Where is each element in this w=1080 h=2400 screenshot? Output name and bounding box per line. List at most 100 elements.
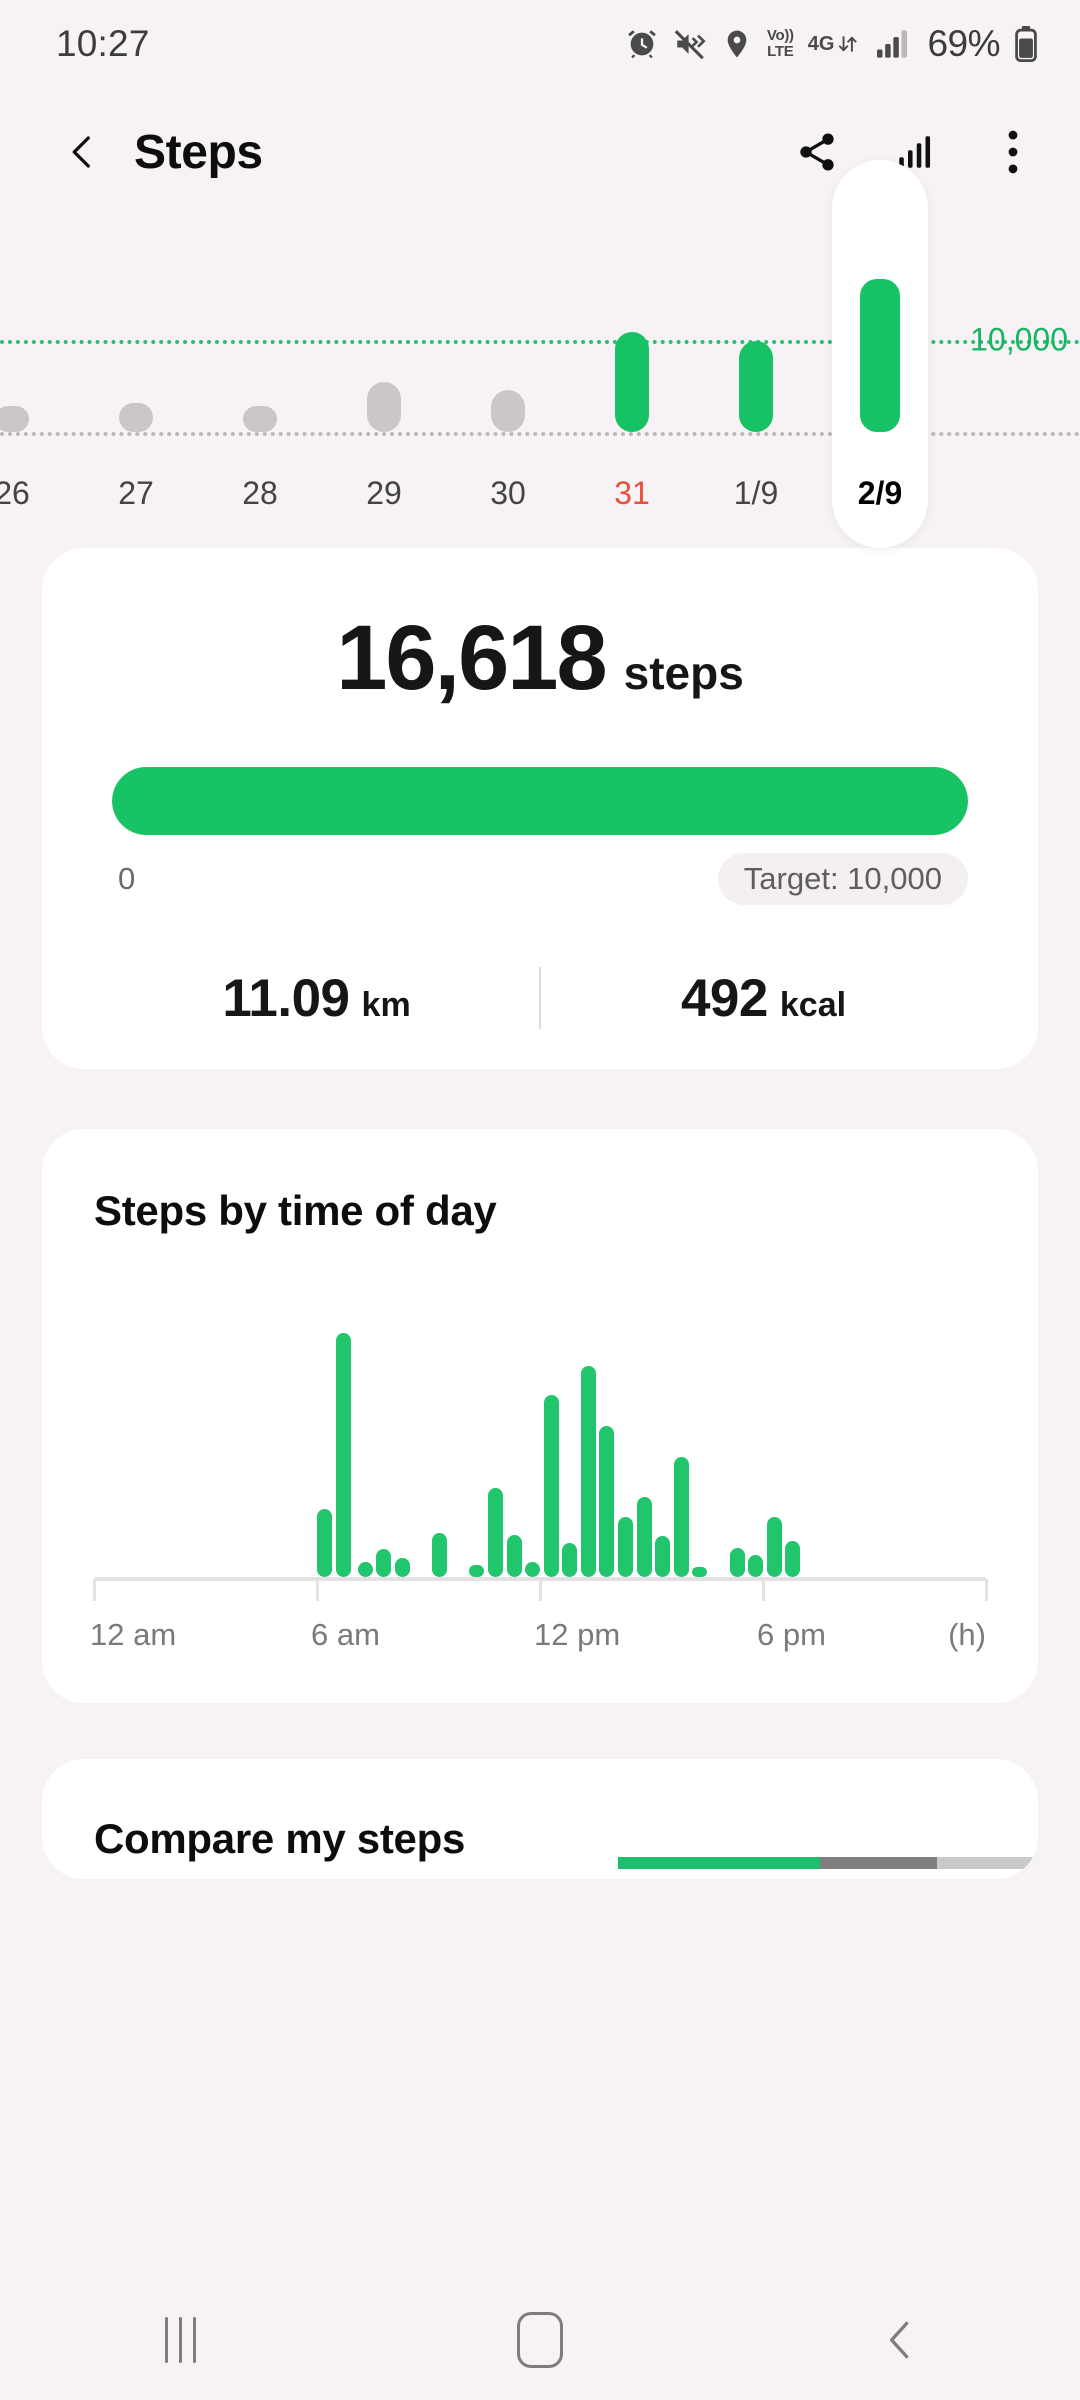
- time-of-day-bars: [94, 1303, 986, 1581]
- time-of-day-bar: [525, 1561, 541, 1577]
- app-bar: Steps: [0, 88, 1080, 216]
- week-bar-30[interactable]: 30: [462, 232, 554, 512]
- time-of-day-title: Steps by time of day: [94, 1187, 497, 1234]
- week-bar-31[interactable]: 31: [586, 232, 678, 512]
- time-of-day-bar: [543, 1395, 559, 1577]
- volte-top-label: Vo)): [766, 27, 794, 44]
- back-icon[interactable]: [840, 2280, 960, 2400]
- steps-headline: 16,618 steps: [94, 606, 986, 711]
- steps-progress: 0 Target: 10,000: [94, 767, 986, 905]
- time-of-day-bar: [748, 1555, 764, 1577]
- time-of-day-bar: [655, 1535, 671, 1577]
- week-bar-label: 27: [118, 475, 154, 511]
- back-chevron-icon[interactable]: [62, 131, 104, 173]
- week-bar-label: 26: [0, 475, 30, 511]
- week-bar-label: 28: [242, 475, 278, 511]
- metric-distance: 11.09 km: [94, 968, 539, 1029]
- week-bar-26[interactable]: 26: [0, 232, 58, 512]
- week-bar-fill: [739, 340, 773, 432]
- time-of-day-bar: [432, 1532, 448, 1577]
- week-bars: 26 27 28 29 30 31 1/9 2/9: [0, 160, 1080, 548]
- time-of-day-bar: [487, 1488, 503, 1577]
- status-bar: 10:27 Vo)) LTE 4G: [0, 0, 1080, 88]
- time-of-day-bar: [335, 1333, 351, 1577]
- vibrate-icon: [673, 27, 707, 61]
- network-label: 4G: [807, 32, 835, 55]
- time-of-day-bar: [636, 1496, 652, 1577]
- target-value-label: 10,000: [970, 321, 1068, 358]
- status-icon-group: Vo)) LTE 4G 69%: [625, 23, 1038, 65]
- week-bar-fill: [0, 406, 29, 432]
- week-bar-28[interactable]: 28: [214, 232, 306, 512]
- distance-unit: km: [361, 985, 411, 1024]
- week-bar-label: 29: [366, 475, 402, 511]
- compare-distribution-bar: [618, 1857, 1038, 1869]
- system-nav-bar: [0, 2280, 1080, 2400]
- progress-min-label: 0: [118, 861, 136, 896]
- time-of-day-tick: [985, 1579, 988, 1601]
- time-of-day-bar: [618, 1517, 634, 1577]
- week-bar-fill: [491, 389, 525, 432]
- week-bar-label: 31: [614, 475, 650, 511]
- status-time: 10:27: [56, 23, 150, 64]
- overflow-menu-icon[interactable]: [990, 129, 1036, 175]
- target-guideline: [0, 340, 1080, 344]
- metric-divider: [539, 967, 541, 1029]
- progress-track: [112, 767, 968, 835]
- steps-count: 16,618: [336, 607, 607, 709]
- location-icon: [721, 28, 753, 60]
- week-bar-fill: [243, 406, 277, 432]
- compare-bar-segment: [618, 1857, 820, 1869]
- alarm-icon: [625, 27, 659, 61]
- volte-bottom-label: LTE: [767, 43, 794, 60]
- time-of-day-axis-label: (h): [948, 1617, 986, 1652]
- week-bar-fill: [615, 331, 649, 432]
- time-of-day-axis-labels: 12 am 6 am 12 pm 6 pm (h): [90, 1617, 986, 1659]
- metrics-row: 11.09 km 492 kcal: [94, 967, 986, 1029]
- week-bar-chart[interactable]: 10,000 26 27 28 29 30 31 1/9 2/9: [0, 160, 1080, 548]
- time-of-day-tick: [93, 1579, 96, 1601]
- baseline-guideline: [0, 432, 1080, 436]
- compare-my-steps-card[interactable]: Compare my steps: [42, 1759, 1038, 1879]
- time-of-day-bar: [785, 1540, 801, 1577]
- time-of-day-bar: [562, 1542, 578, 1577]
- time-of-day-tick: [539, 1579, 542, 1601]
- time-of-day-axis-label: 12 am: [90, 1617, 177, 1652]
- time-of-day-axis-label: 6 am: [311, 1617, 380, 1652]
- time-of-day-axis-label: 12 pm: [534, 1617, 621, 1652]
- time-of-day-bar: [395, 1558, 411, 1577]
- time-of-day-bar: [580, 1366, 596, 1577]
- progress-meta: 0 Target: 10,000: [112, 853, 968, 905]
- steps-summary-card: 16,618 steps 0 Target: 10,000 11.09 km 4…: [42, 548, 1038, 1069]
- bar-chart-icon[interactable]: [892, 129, 938, 175]
- home-icon[interactable]: [480, 2280, 600, 2400]
- week-bar-29[interactable]: 29: [338, 232, 430, 512]
- app-bar-actions: [794, 129, 1036, 175]
- week-bar-1-9[interactable]: 1/9: [710, 232, 802, 512]
- share-icon[interactable]: [794, 129, 840, 175]
- steps-by-time-of-day-card: Steps by time of day 12 am 6 am 12 pm 6 pm (…: [42, 1129, 1038, 1703]
- time-of-day-chart: [93, 1303, 988, 1601]
- week-bar-fill: [367, 382, 401, 432]
- compare-bar-segment: [937, 1857, 1038, 1869]
- week-bar-label: 2/9: [857, 475, 903, 511]
- time-of-day-tick: [316, 1579, 319, 1601]
- time-of-day-bar: [673, 1457, 689, 1577]
- time-of-day-bar: [766, 1517, 782, 1577]
- week-bar-fill: [119, 403, 153, 432]
- network-4g-icon: 4G: [808, 29, 862, 59]
- time-of-day-bar: [729, 1548, 745, 1577]
- recents-icon[interactable]: [120, 2280, 240, 2400]
- steps-unit-label: steps: [623, 647, 744, 699]
- compare-bar-segment: [819, 1857, 938, 1869]
- week-bar-27[interactable]: 27: [90, 232, 182, 512]
- volte-icon: Vo)) LTE: [767, 28, 794, 60]
- week-bar-2-9[interactable]: 2/9: [832, 160, 928, 548]
- calories-unit: kcal: [779, 985, 847, 1024]
- signal-bars-icon: [875, 29, 909, 59]
- time-of-day-bar: [692, 1567, 708, 1577]
- time-of-day-axis-label: 6 pm: [757, 1617, 826, 1652]
- week-bar-label: 30: [490, 475, 526, 511]
- calories-value: 492: [680, 968, 768, 1028]
- compare-title: Compare my steps: [94, 1815, 466, 1862]
